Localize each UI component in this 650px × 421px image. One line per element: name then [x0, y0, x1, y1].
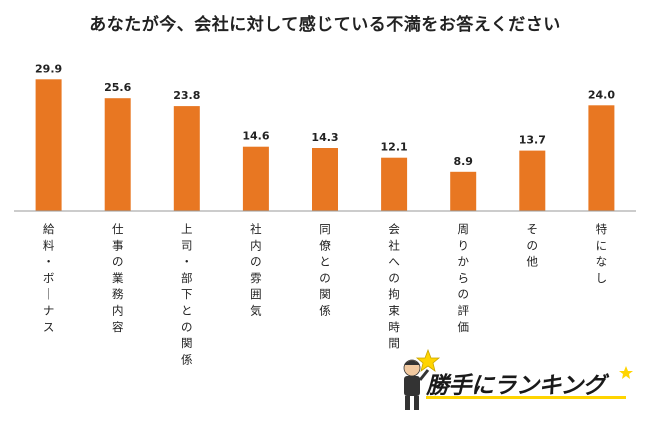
bar-9 — [588, 105, 615, 212]
category-label-3: 上司・部下との関係 — [181, 222, 193, 366]
category-label-5: 同僚との関係 — [319, 222, 331, 318]
value-label-5: 14.3 — [311, 131, 338, 144]
bar-7 — [450, 171, 477, 211]
value-label-9: 24.0 — [588, 88, 615, 101]
bar-6 — [381, 157, 408, 211]
star-icon — [619, 366, 633, 379]
category-label-9: 特になし — [596, 222, 608, 285]
value-label-3: 23.8 — [173, 89, 200, 102]
value-label-6: 12.1 — [381, 141, 408, 154]
bar-2 — [104, 98, 131, 211]
category-label-7: 周りからの評価 — [457, 222, 469, 334]
bar-8 — [519, 150, 546, 211]
bar-4 — [242, 146, 269, 211]
category-label-4: 社内の雰囲気 — [250, 222, 262, 318]
category-label-1: 給料・ボ｜ナス — [43, 222, 55, 334]
bar-3 — [173, 106, 200, 211]
mascot-figure — [403, 348, 633, 410]
category-label-2: 仕事の業務内容 — [112, 222, 124, 334]
value-label-1: 29.9 — [35, 62, 62, 75]
bar-1 — [35, 79, 62, 211]
bar-5 — [312, 148, 338, 211]
brand-logo: 勝手にランキング — [398, 348, 638, 414]
value-label-7: 8.9 — [453, 155, 473, 168]
star-icon — [415, 348, 441, 372]
value-label-8: 13.7 — [519, 134, 546, 147]
value-label-4: 14.6 — [242, 130, 269, 143]
category-label-6: 会社への拘束時間 — [388, 222, 400, 350]
chart-title: あなたが今、会社に対して感じている不満をお答えください — [89, 15, 561, 35]
value-label-2: 25.6 — [104, 81, 131, 94]
logo-text: 勝手にランキング — [426, 373, 606, 399]
category-label-8: その他 — [527, 222, 539, 269]
